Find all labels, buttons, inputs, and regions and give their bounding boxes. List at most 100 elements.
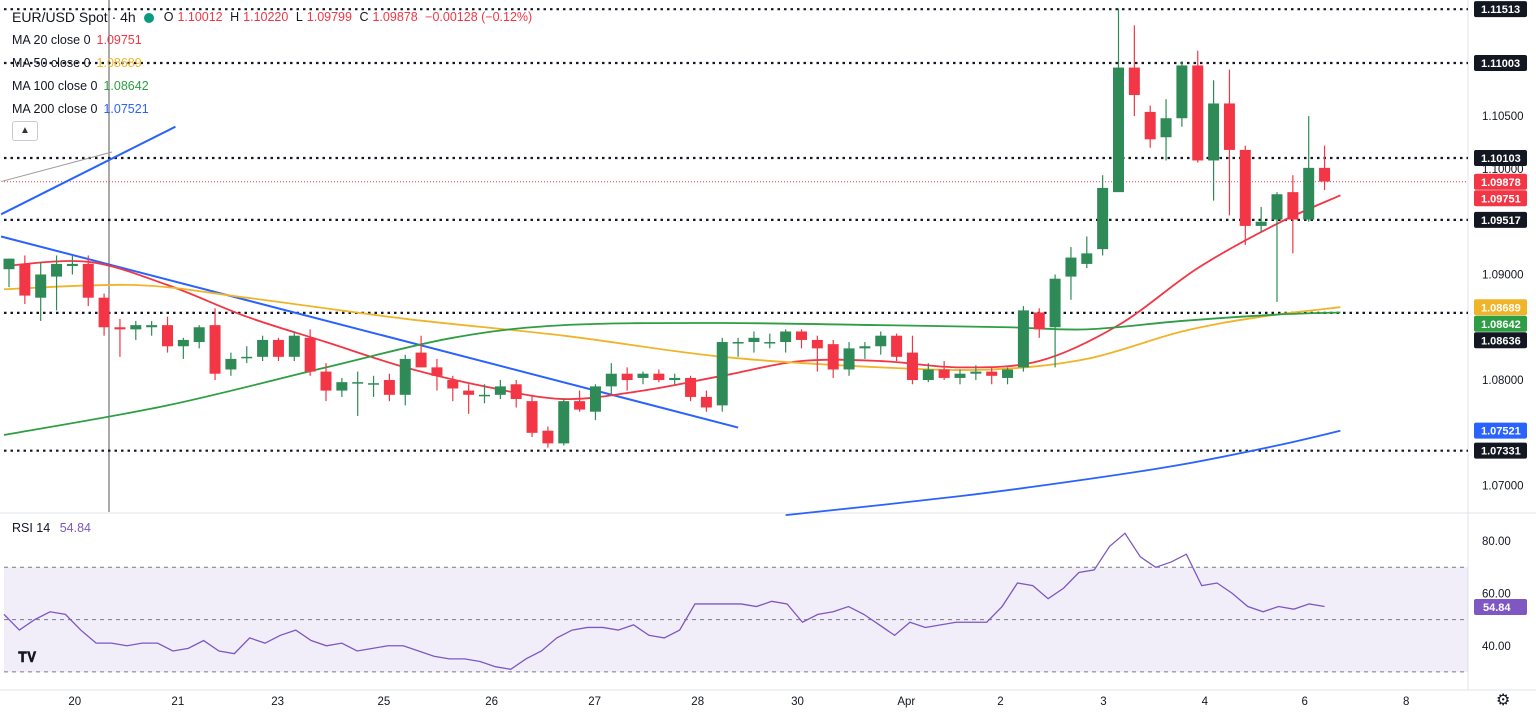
ma20-value: 1.09751 (96, 33, 142, 47)
low-value: 1.09799 (306, 10, 352, 24)
ma20-line (3, 194, 1341, 400)
candle-body (796, 331, 807, 340)
ma200-value: 1.07521 (103, 102, 149, 116)
legend-ma100[interactable]: MA 100 close 0 1.08642 (12, 75, 536, 98)
candle-body (1049, 278, 1061, 328)
rsi-value-badge (1474, 598, 1527, 615)
horizontal-levels (4, 8, 1468, 452)
rsi-line (3, 532, 1325, 670)
candle-body (272, 339, 284, 357)
candles (3, 8, 1331, 448)
candle-body (906, 352, 918, 381)
candle-body (1002, 369, 1014, 378)
candle-body (542, 430, 554, 444)
price-label-text: 1.08642 (1481, 319, 1521, 331)
candle-body (875, 335, 887, 347)
candle-body (1319, 167, 1331, 182)
tradingview-logo[interactable]: 𝐓𝐕 (18, 650, 37, 666)
candle-body (368, 383, 380, 385)
grid (0, 0, 1536, 691)
price-tick-label: 1.09000 (1482, 269, 1524, 281)
candle-body (526, 401, 538, 433)
candle-body (320, 371, 332, 391)
rsi-label: RSI 14 (12, 521, 51, 535)
legend-ma20[interactable]: MA 20 close 0 1.09751 (12, 29, 536, 52)
price-axis[interactable]: 1.07000 1.08000 1.09000 1.10000 1.10500 40.00… (1474, 1, 1527, 653)
candle-body (51, 263, 63, 277)
time-tick-label: 8 (1403, 696, 1409, 708)
candle-body (859, 346, 871, 349)
candle-body (494, 386, 506, 395)
candle-body (19, 263, 31, 296)
low-label: L (295, 10, 303, 24)
time-tick-label: 3 (1100, 696, 1106, 708)
price-label-text: 1.11003 (1481, 58, 1520, 70)
candle-body (1223, 103, 1235, 150)
legend-ma50[interactable]: MA 50 close 0 1.08689 (12, 52, 536, 75)
rsi-value: 54.84 (59, 521, 91, 535)
ma200-line (785, 429, 1341, 517)
time-tick-label: 30 (791, 696, 804, 708)
candle-body (922, 369, 934, 381)
ma20-label: MA 20 close 0 (12, 33, 91, 47)
candle-body (843, 348, 855, 370)
chart-legend: EUR/USD Spot · 4h O 1.10012 H 1.10220 L 1.0… (12, 6, 536, 121)
candle-body (986, 371, 998, 376)
time-tick-label: 20 (68, 696, 81, 708)
time-tick-label: 21 (171, 696, 184, 708)
gear-icon[interactable]: ⚙ (1496, 692, 1511, 709)
symbol-title[interactable]: EUR/USD Spot · 4h (12, 9, 136, 25)
high-value: 1.10220 (243, 10, 289, 24)
candle-body (970, 371, 982, 374)
price-label-badge (1474, 211, 1527, 228)
candle-body (1287, 192, 1299, 220)
candle-body (98, 297, 110, 328)
candle-body (1065, 257, 1077, 277)
candle-body (1113, 67, 1124, 193)
time-tick-label: 23 (271, 696, 284, 708)
price-label-badge (1474, 315, 1527, 332)
candle-body (209, 325, 221, 374)
price-label-text: 1.08636 (1481, 335, 1521, 347)
candle-body (304, 337, 316, 372)
candle-body (510, 384, 522, 400)
price-label-text: 1.07331 (1481, 446, 1521, 458)
price-label-badge (1474, 422, 1527, 439)
trendline (0, 151, 113, 183)
time-tick-label: Apr (897, 696, 915, 708)
candle-body (35, 274, 47, 298)
legend-ma200[interactable]: MA 200 close 0 1.07521 (12, 98, 536, 121)
price-label-badge (1474, 1, 1527, 18)
open-value: 1.10012 (177, 10, 223, 24)
price-label-badge (1474, 299, 1527, 316)
price-label-text: 1.08689 (1481, 302, 1521, 314)
candle-body (653, 373, 665, 381)
candle-body (748, 337, 760, 343)
candle-body (1033, 312, 1045, 330)
candle-body (146, 325, 158, 328)
ma50-value: 1.08689 (96, 56, 142, 70)
price-tick-label: 1.10500 (1482, 111, 1524, 123)
candle-body (130, 325, 142, 330)
candle-body (938, 369, 950, 378)
rsi-tick-label: 60.00 (1482, 588, 1511, 600)
time-tick-label: 25 (377, 696, 390, 708)
candle-body (399, 358, 411, 395)
price-tick-label: 1.08000 (1482, 375, 1524, 387)
rsi-pane (3, 532, 1468, 673)
candle-body (383, 380, 395, 395)
price-label-badge (1474, 442, 1527, 459)
price-label-badge (1474, 332, 1527, 349)
ma200-label: MA 200 close 0 (12, 102, 98, 116)
time-axis[interactable]: 20 21 23 25 26 27 28 30 Apr 2 3 4 6 8 (68, 696, 1409, 708)
candle-body (177, 339, 189, 347)
header-row: EUR/USD Spot · 4h O 1.10012 H 1.10220 L 1.0… (12, 6, 536, 29)
candle-body (1176, 65, 1188, 119)
price-label-badge (1474, 173, 1527, 190)
chevron-up-icon[interactable]: ▲ (12, 121, 38, 141)
candle-body (431, 367, 443, 376)
market-status-dot (143, 12, 154, 23)
rsi-legend[interactable]: RSI 14 54.84 (12, 521, 91, 535)
candle-body (257, 339, 269, 357)
